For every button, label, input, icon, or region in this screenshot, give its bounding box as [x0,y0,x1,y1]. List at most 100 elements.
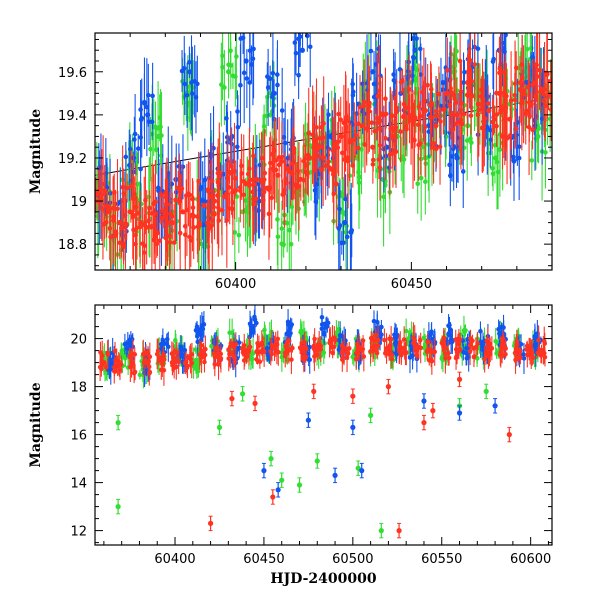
data-point [517,79,523,86]
data-point [212,211,217,217]
data-point [288,241,294,247]
data-point [104,203,110,209]
data-point [110,205,116,211]
data-point [428,114,433,120]
data-point [539,116,545,122]
data-point [398,129,403,134]
data-point [229,350,235,356]
data-point [179,68,185,74]
data-point [160,362,165,367]
data-point [543,150,548,155]
data-point [321,330,327,336]
data-point [154,351,160,357]
data-point [326,159,331,164]
data-point [464,345,470,351]
outlier-point [115,504,121,510]
data-point [107,226,113,231]
data-point [115,358,121,364]
data-point [88,218,93,223]
data-point [401,337,407,342]
data-point [173,364,179,370]
data-point [269,195,275,201]
data-point [375,93,381,99]
data-point [437,144,443,150]
data-point [183,359,189,365]
data-point [187,84,192,90]
data-point [312,336,317,342]
data-point [250,324,256,330]
data-point [319,314,325,320]
data-point [431,140,436,146]
data-point [321,121,326,126]
data-point [386,351,392,357]
data-point [446,331,452,337]
data-point [501,325,506,330]
data-point [153,199,158,205]
data-point [193,357,199,363]
data-point [105,350,110,356]
data-point [252,314,257,320]
data-point [388,336,394,342]
data-point [485,101,491,106]
data-point [215,351,221,357]
data-point [282,353,288,359]
data-point [306,155,313,161]
data-point [353,356,359,362]
data-point [140,351,146,357]
data-point [391,133,397,140]
data-point [502,93,507,98]
data-point [442,345,448,351]
data-point [354,342,360,347]
data-point [494,159,500,165]
data-point [496,90,502,96]
outlier-point [115,420,121,426]
data-point [425,82,430,88]
data-point [512,97,518,103]
data-point [327,166,334,172]
data-point [243,58,249,64]
data-point [300,348,306,354]
data-point [515,356,521,361]
data-point [390,151,396,156]
data-point [433,109,439,114]
outlier-point [430,408,436,414]
outlier-point [305,417,311,423]
data-point [317,136,322,141]
data-point [179,352,185,358]
data-point [556,70,561,75]
data-point [137,372,143,378]
data-point [294,185,300,191]
data-point [111,368,117,374]
data-point [317,144,323,150]
data-point [185,100,191,106]
data-point [112,348,118,354]
data-point [281,134,287,140]
data-point [412,47,418,53]
data-point [487,127,493,133]
x-axis: 60400 60450 60500 60550 60600 [103,305,551,567]
data-point [231,344,236,350]
x-tick-label: 60400 [154,552,195,567]
data-point [410,137,416,142]
data-point [180,209,186,215]
data-point [523,111,529,117]
data-point [173,338,178,343]
data-point [456,346,463,352]
outlier-point [207,520,214,527]
data-point [147,354,153,360]
data-point [507,116,513,122]
data-point [441,107,446,112]
outlier-point [296,482,303,488]
data-point [349,120,354,126]
data-point [412,338,418,343]
data-point [224,116,229,121]
data-point [378,118,383,124]
data-point [314,345,320,351]
data-point [259,340,265,346]
data-point [238,82,243,88]
data-point [290,161,295,166]
x-axis: 60400 60450 [94,33,553,292]
outlier-point [368,412,374,418]
data-point [375,343,381,348]
data-point [301,339,307,345]
